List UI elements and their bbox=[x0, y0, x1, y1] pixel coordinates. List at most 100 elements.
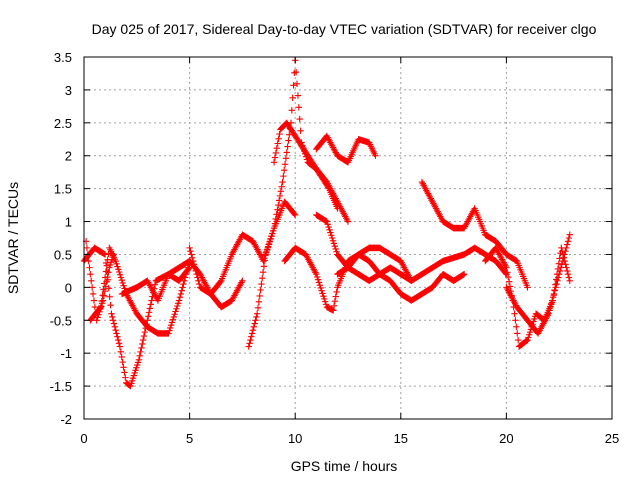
data-point bbox=[328, 232, 335, 239]
data-point bbox=[275, 197, 283, 204]
data-point bbox=[333, 248, 340, 255]
data-point bbox=[503, 264, 510, 271]
data-point bbox=[566, 277, 573, 284]
data-point bbox=[248, 330, 256, 337]
data-point bbox=[114, 263, 121, 270]
data-point bbox=[245, 343, 252, 350]
data-point bbox=[182, 274, 189, 281]
data-point bbox=[135, 356, 143, 363]
data-point bbox=[316, 281, 324, 289]
y-tick-label: 0.5 bbox=[54, 247, 72, 262]
data-point bbox=[563, 241, 571, 248]
data-point bbox=[554, 277, 561, 284]
data-point bbox=[330, 307, 337, 314]
series-arc-i bbox=[281, 244, 415, 314]
data-point bbox=[547, 303, 554, 311]
data-point bbox=[188, 251, 195, 258]
data-point bbox=[96, 308, 103, 316]
data-point bbox=[285, 137, 292, 144]
x-axis-label: GPS time / hours bbox=[291, 458, 398, 474]
data-point bbox=[460, 271, 468, 278]
data-point bbox=[271, 154, 279, 161]
y-tick-label: 1.5 bbox=[54, 182, 72, 197]
data-point bbox=[556, 267, 564, 275]
y-tick-label: -0.5 bbox=[50, 313, 72, 328]
data-points bbox=[80, 57, 573, 390]
axis-ticks: 0 5 10 15 20 25 -2 -1.5 -1 -0.5 0 0.5 1 1.5 2 2.5 3 3.5 bbox=[50, 50, 620, 446]
data-point bbox=[117, 348, 125, 355]
data-point bbox=[564, 238, 572, 245]
data-point bbox=[282, 155, 290, 162]
data-point bbox=[88, 277, 95, 284]
data-point bbox=[275, 201, 282, 209]
data-point bbox=[256, 292, 263, 300]
data-point bbox=[313, 271, 320, 278]
data-point bbox=[562, 247, 569, 255]
data-point bbox=[169, 316, 177, 323]
data-point bbox=[113, 330, 120, 337]
data-point bbox=[331, 297, 339, 305]
data-point bbox=[249, 326, 257, 334]
data-point bbox=[278, 183, 285, 190]
data-point bbox=[292, 68, 300, 76]
data-point bbox=[273, 145, 280, 152]
data-point bbox=[563, 244, 570, 252]
data-point bbox=[564, 271, 572, 278]
data-point bbox=[330, 302, 338, 309]
data-point bbox=[291, 210, 298, 218]
data-point bbox=[92, 310, 99, 317]
data-point bbox=[281, 161, 289, 168]
data-point bbox=[239, 277, 246, 284]
series-arc-l bbox=[418, 178, 531, 291]
data-point bbox=[276, 130, 283, 138]
data-point bbox=[140, 332, 148, 340]
data-point bbox=[546, 307, 553, 314]
data-point bbox=[252, 317, 259, 324]
data-point bbox=[565, 234, 573, 242]
data-point bbox=[181, 277, 188, 284]
data-point bbox=[90, 297, 98, 304]
data-point bbox=[323, 218, 331, 225]
data-point bbox=[321, 298, 329, 305]
data-point bbox=[91, 303, 99, 311]
data-point bbox=[121, 369, 128, 376]
data-point bbox=[186, 244, 193, 252]
data-point bbox=[174, 302, 181, 310]
y-tick-label: -2 bbox=[60, 412, 72, 427]
y-tick-label: 0 bbox=[65, 280, 72, 295]
data-point bbox=[94, 314, 101, 321]
data-point bbox=[166, 327, 173, 334]
data-point bbox=[271, 220, 279, 227]
data-point bbox=[97, 305, 104, 313]
data-point bbox=[246, 340, 253, 347]
data-point bbox=[146, 305, 154, 312]
data-point bbox=[552, 284, 559, 291]
data-point bbox=[177, 290, 184, 298]
data-point bbox=[250, 323, 258, 331]
plot-frame bbox=[83, 56, 613, 420]
y-tick-label: 3.5 bbox=[54, 50, 72, 65]
data-point bbox=[85, 257, 92, 265]
data-point bbox=[274, 140, 281, 147]
series-arc-d bbox=[82, 238, 117, 324]
data-point bbox=[137, 348, 144, 356]
data-point bbox=[113, 260, 120, 267]
data-point bbox=[259, 269, 267, 276]
data-point bbox=[272, 149, 280, 157]
data-point bbox=[99, 297, 107, 304]
data-point bbox=[329, 237, 337, 244]
data-point bbox=[324, 221, 331, 228]
data-point bbox=[165, 330, 172, 337]
data-point bbox=[173, 305, 180, 312]
data-point bbox=[561, 251, 568, 258]
data-point bbox=[559, 257, 566, 265]
data-point bbox=[253, 310, 261, 317]
data-point bbox=[290, 82, 297, 89]
data-point bbox=[171, 311, 178, 318]
data-point bbox=[274, 206, 281, 213]
data-point bbox=[184, 264, 192, 271]
data-point bbox=[98, 300, 106, 307]
data-point bbox=[112, 257, 119, 265]
data-point bbox=[566, 231, 573, 238]
data-point bbox=[275, 135, 282, 143]
